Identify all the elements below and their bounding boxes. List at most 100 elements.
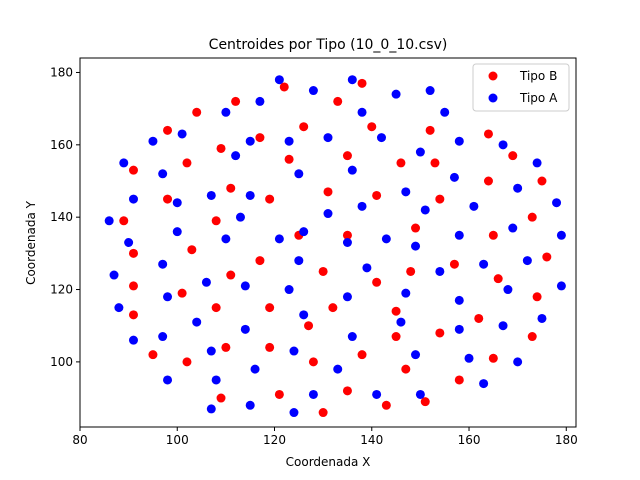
legend-marker-tipo-a xyxy=(488,93,498,103)
x-tick-label-120: 120 xyxy=(263,433,286,447)
data-point-tipo-a-33 xyxy=(172,198,182,208)
data-point-tipo-a-9 xyxy=(177,129,187,139)
data-point-tipo-a-31 xyxy=(552,198,562,208)
data-point-tipo-b-17 xyxy=(396,158,406,168)
y-axis-label: Coordenada Y xyxy=(24,200,38,285)
y-tick-label-160: 160 xyxy=(50,138,73,152)
data-point-tipo-b-62 xyxy=(357,350,367,360)
data-point-tipo-b-63 xyxy=(488,353,498,363)
data-point-tipo-a-16 xyxy=(498,140,508,150)
data-point-tipo-a-82 xyxy=(333,364,343,374)
data-point-tipo-a-25 xyxy=(513,183,523,193)
x-axis: 80 100 120 140 160 180 xyxy=(72,427,578,447)
data-point-tipo-a-0 xyxy=(274,75,284,85)
data-point-tipo-a-65 xyxy=(114,303,124,313)
data-point-tipo-a-66 xyxy=(192,317,202,327)
data-point-tipo-a-12 xyxy=(148,136,158,146)
data-point-tipo-a-53 xyxy=(362,263,372,273)
data-point-tipo-a-36 xyxy=(420,205,430,215)
data-point-tipo-b-21 xyxy=(226,183,236,193)
data-point-tipo-b-7 xyxy=(367,122,377,132)
data-point-tipo-b-56 xyxy=(221,342,231,352)
data-point-tipo-a-68 xyxy=(396,317,406,327)
data-point-tipo-b-39 xyxy=(542,252,552,262)
data-point-tipo-b-57 xyxy=(265,342,275,352)
data-point-tipo-a-39 xyxy=(299,227,309,237)
data-point-tipo-a-81 xyxy=(250,364,260,374)
data-point-tipo-a-24 xyxy=(449,172,459,182)
legend-label-tipo-a: Tipo A xyxy=(519,91,558,105)
data-point-tipo-a-86 xyxy=(308,389,318,399)
x-tick-label-160: 160 xyxy=(458,433,481,447)
data-point-tipo-b-29 xyxy=(527,212,537,222)
y-tick-label-180: 180 xyxy=(50,65,73,79)
data-point-tipo-a-19 xyxy=(415,147,425,157)
data-point-tipo-a-75 xyxy=(128,335,138,345)
points-layer xyxy=(104,75,566,418)
legend-marker-tipo-b xyxy=(488,71,498,81)
data-point-tipo-b-38 xyxy=(449,259,459,269)
data-point-tipo-a-27 xyxy=(245,190,255,200)
data-point-tipo-b-32 xyxy=(411,223,421,233)
data-point-tipo-a-72 xyxy=(240,324,250,334)
data-point-tipo-b-12 xyxy=(342,151,352,161)
data-point-tipo-a-67 xyxy=(299,310,309,320)
data-point-tipo-b-42 xyxy=(226,270,236,280)
data-point-tipo-b-53 xyxy=(304,321,314,331)
y-tick-label-120: 120 xyxy=(50,283,73,297)
data-point-tipo-a-56 xyxy=(522,256,532,266)
data-point-tipo-b-68 xyxy=(342,386,352,396)
data-point-tipo-b-26 xyxy=(435,194,445,204)
data-point-tipo-a-83 xyxy=(163,375,173,385)
data-point-tipo-a-7 xyxy=(440,107,450,117)
data-point-tipo-b-19 xyxy=(537,176,547,186)
data-point-tipo-a-30 xyxy=(469,201,479,211)
data-point-tipo-a-50 xyxy=(158,259,168,269)
data-point-tipo-b-61 xyxy=(308,357,318,367)
data-point-tipo-a-22 xyxy=(294,169,304,179)
data-point-tipo-a-59 xyxy=(401,288,411,298)
data-point-tipo-b-28 xyxy=(211,216,221,226)
data-point-tipo-b-66 xyxy=(216,393,226,403)
data-point-tipo-a-18 xyxy=(231,151,241,161)
x-tick-label-180: 180 xyxy=(555,433,578,447)
data-point-tipo-a-51 xyxy=(201,277,211,287)
data-point-tipo-a-5 xyxy=(255,96,265,106)
data-point-tipo-a-87 xyxy=(372,389,382,399)
data-point-tipo-b-34 xyxy=(128,248,138,258)
data-point-tipo-b-6 xyxy=(299,122,309,132)
data-point-tipo-b-51 xyxy=(532,292,542,302)
data-point-tipo-a-3 xyxy=(425,86,435,96)
data-point-tipo-b-25 xyxy=(372,190,382,200)
data-point-tipo-b-46 xyxy=(328,303,338,313)
data-point-tipo-a-73 xyxy=(347,332,357,342)
data-point-tipo-a-57 xyxy=(109,270,119,280)
data-point-tipo-a-28 xyxy=(357,201,367,211)
x-tick-label-140: 140 xyxy=(360,433,383,447)
y-tick-label-140: 140 xyxy=(50,210,73,224)
data-point-tipo-b-36 xyxy=(255,256,265,266)
data-point-tipo-a-13 xyxy=(245,136,255,146)
data-point-tipo-a-17 xyxy=(119,158,129,168)
data-point-tipo-a-2 xyxy=(308,86,318,96)
data-point-tipo-a-38 xyxy=(235,212,245,222)
data-point-tipo-b-1 xyxy=(357,78,367,88)
data-point-tipo-a-63 xyxy=(342,292,352,302)
data-point-tipo-b-49 xyxy=(211,303,221,313)
data-point-tipo-b-24 xyxy=(323,187,333,197)
data-point-tipo-b-20 xyxy=(483,176,493,186)
data-point-tipo-b-4 xyxy=(192,107,202,117)
data-point-tipo-a-23 xyxy=(347,165,357,175)
plot-area xyxy=(80,58,576,427)
data-point-tipo-a-14 xyxy=(284,136,294,146)
data-point-tipo-a-91 xyxy=(289,408,299,418)
data-point-tipo-a-34 xyxy=(104,216,114,226)
data-point-tipo-a-32 xyxy=(128,194,138,204)
data-point-tipo-b-0 xyxy=(279,82,289,92)
data-point-tipo-b-58 xyxy=(391,332,401,342)
data-point-tipo-a-88 xyxy=(415,389,425,399)
data-point-tipo-b-3 xyxy=(231,96,241,106)
data-point-tipo-a-77 xyxy=(289,346,299,356)
data-point-tipo-b-8 xyxy=(425,125,435,135)
data-point-tipo-b-2 xyxy=(333,96,343,106)
